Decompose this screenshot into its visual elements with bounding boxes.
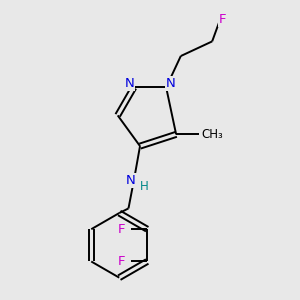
Text: N: N [126,174,136,187]
Text: N: N [124,77,134,90]
Text: CH₃: CH₃ [201,128,223,141]
Text: F: F [118,255,126,268]
Text: H: H [140,180,149,193]
Text: F: F [118,223,126,236]
Text: F: F [219,13,226,26]
Text: N: N [166,77,175,90]
